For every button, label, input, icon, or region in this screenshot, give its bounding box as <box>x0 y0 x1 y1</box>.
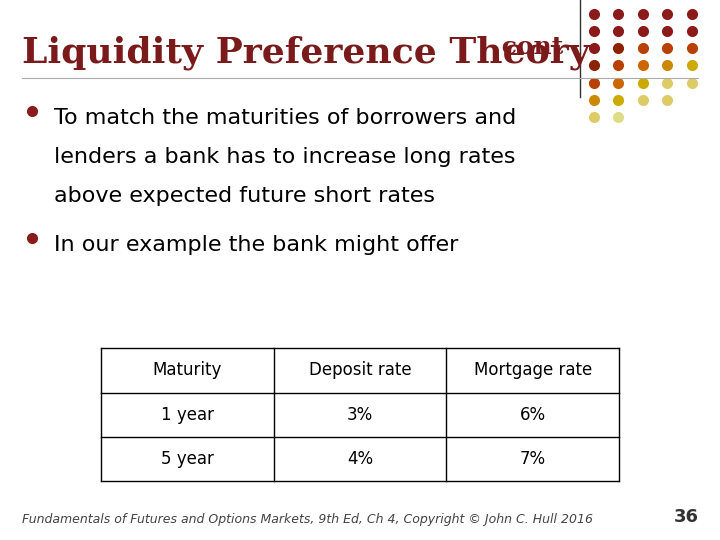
Text: 7%: 7% <box>520 450 546 468</box>
Text: Mortgage rate: Mortgage rate <box>474 361 592 380</box>
Text: To match the maturities of borrowers and: To match the maturities of borrowers and <box>54 108 516 128</box>
Text: 36: 36 <box>673 509 698 526</box>
Text: 6%: 6% <box>520 406 546 424</box>
Text: Liquidity Preference Theory: Liquidity Preference Theory <box>22 35 590 70</box>
Text: above expected future short rates: above expected future short rates <box>54 186 435 206</box>
Text: 5 year: 5 year <box>161 450 214 468</box>
Text: In our example the bank might offer: In our example the bank might offer <box>54 235 459 255</box>
Text: Maturity: Maturity <box>153 361 222 380</box>
Text: Fundamentals of Futures and Options Markets, 9th Ed, Ch 4, Copyright © John C. H: Fundamentals of Futures and Options Mark… <box>22 514 593 526</box>
Text: cont: cont <box>493 35 564 59</box>
Text: lenders a bank has to increase long rates: lenders a bank has to increase long rate… <box>54 147 516 167</box>
Text: 3%: 3% <box>347 406 373 424</box>
Text: 4%: 4% <box>347 450 373 468</box>
Text: 1 year: 1 year <box>161 406 214 424</box>
Text: Deposit rate: Deposit rate <box>309 361 411 380</box>
